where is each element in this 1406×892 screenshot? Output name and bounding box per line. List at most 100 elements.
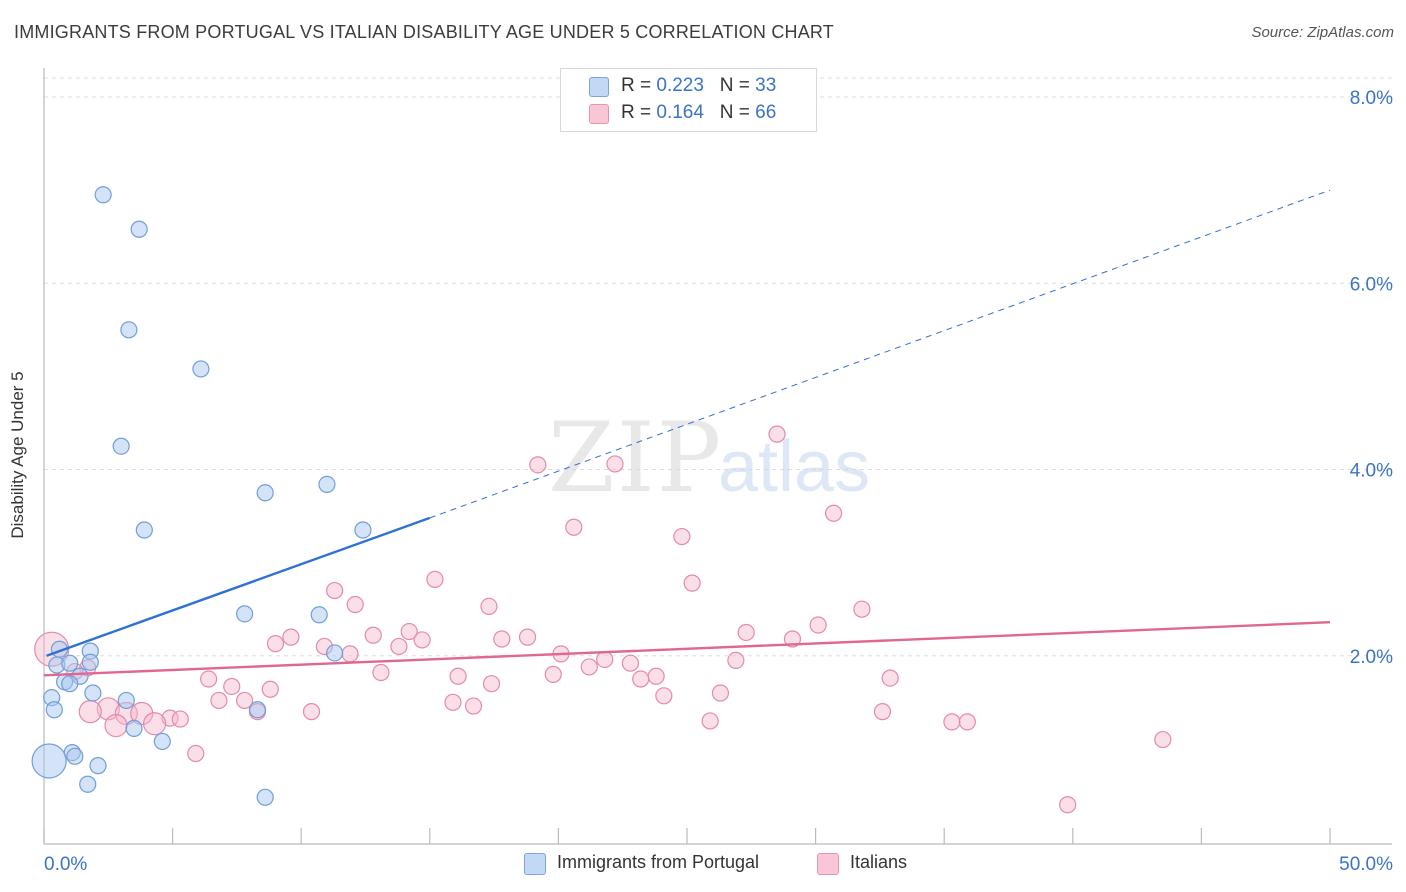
r-value: 0.223	[656, 75, 704, 96]
portugal-swatch	[589, 77, 609, 97]
axes	[43, 68, 1392, 845]
portugal-point	[135, 521, 153, 539]
italians-point	[223, 677, 241, 696]
portugal-point	[318, 475, 336, 493]
x-tick-label-max: 50.0%	[1339, 854, 1393, 875]
italians-point	[881, 669, 899, 687]
italians-point	[104, 713, 128, 738]
italians-points	[34, 425, 1172, 814]
italians-point	[958, 713, 976, 731]
italians-point	[683, 574, 701, 592]
italians-point	[711, 684, 730, 702]
y-tick-label: 6.0%	[1350, 274, 1393, 295]
x-tick-label-min: 0.0%	[44, 854, 87, 875]
x-tick-labels: 0.0% 50.0%	[44, 854, 1393, 875]
italians-point	[632, 670, 650, 688]
italians-point	[282, 628, 300, 646]
italians-point	[943, 713, 961, 731]
portugal-point	[61, 675, 79, 693]
portugal-point	[326, 644, 344, 662]
italians-point	[565, 518, 583, 536]
r-value: 0.164	[656, 102, 704, 123]
italians-point	[171, 710, 189, 728]
watermark-zip: ZIP	[548, 402, 723, 514]
italians-point	[480, 597, 498, 615]
italians-point	[372, 663, 390, 682]
portugal-point	[120, 321, 138, 339]
italians-point	[809, 616, 827, 634]
italians-point	[390, 637, 408, 656]
portugal-point	[125, 719, 143, 737]
y-tick-label: 8.0%	[1350, 88, 1393, 109]
portugal-point	[354, 521, 372, 539]
n-label: N =	[719, 102, 756, 123]
y-tick-labels: 2.0% 4.0% 6.0% 8.0%	[1350, 88, 1393, 668]
italians-point	[737, 623, 755, 642]
italians-trend-line	[43, 621, 1331, 677]
italians-point	[783, 630, 802, 648]
portugal-point	[310, 606, 328, 624]
y-tick-label: 2.0%	[1350, 647, 1393, 668]
italians-point	[647, 667, 665, 685]
portugal-point	[117, 691, 135, 710]
portugal-point	[112, 437, 130, 455]
portugal-point	[192, 360, 210, 378]
italians-point	[825, 504, 843, 522]
portugal-point	[45, 701, 63, 719]
italians-point	[400, 622, 418, 641]
portugal-trend-line	[46, 516, 431, 657]
portugal-point	[81, 653, 99, 671]
italians-point	[544, 665, 562, 683]
r-label: R =	[621, 75, 657, 96]
portugal-point	[31, 743, 67, 779]
series-legend: Immigrants from Portugal Italians	[0, 852, 1406, 878]
italians-point	[464, 697, 483, 715]
watermark: ZIP atlas	[548, 402, 870, 514]
n-label: N =	[719, 75, 756, 96]
portugal-trend-extension	[429, 189, 1331, 519]
portugal-point	[79, 775, 97, 793]
italians-point	[727, 651, 745, 670]
italians-point	[580, 658, 598, 676]
italians-point	[493, 630, 511, 648]
trend-lines	[43, 189, 1331, 677]
italians-point	[200, 670, 218, 688]
italians-point	[426, 570, 444, 588]
italians-point	[596, 650, 614, 669]
italians-point	[853, 600, 871, 618]
italians-point	[673, 527, 691, 546]
portugal-point	[256, 788, 274, 806]
italians-point	[236, 691, 254, 710]
italians-point	[261, 680, 279, 698]
italians-point	[210, 691, 228, 710]
chart-title: IMMIGRANTS FROM PORTUGAL VS ITALIAN DISA…	[14, 22, 835, 42]
italians-point	[444, 693, 462, 711]
portugal-point	[256, 484, 274, 502]
italians-point	[346, 595, 364, 614]
portugal-point	[66, 747, 84, 765]
italians-point	[266, 635, 285, 653]
watermark-atlas: atlas	[718, 427, 870, 507]
italians-swatch	[589, 104, 609, 124]
italians-point	[1059, 796, 1077, 814]
italians-legend-swatch	[817, 853, 839, 875]
italians-point	[1154, 730, 1172, 749]
portugal-point	[248, 701, 267, 719]
source-label: Source: ZipAtlas.com	[1251, 24, 1394, 41]
portugal-point	[130, 220, 148, 238]
italians-point	[413, 631, 431, 649]
italians-point	[529, 456, 547, 474]
legend-label-italians: Italians	[850, 852, 908, 872]
portugal-point	[94, 186, 112, 204]
italians-point	[130, 701, 154, 726]
italians-point	[518, 628, 537, 646]
italians-point	[341, 645, 359, 663]
italians-point	[187, 744, 205, 763]
italians-point	[142, 712, 167, 736]
italians-point	[326, 581, 344, 600]
y-axis-label: Disability Age Under 5	[8, 371, 27, 539]
portugal-points	[31, 186, 372, 806]
y-tick-label: 4.0%	[1350, 461, 1393, 482]
italians-point	[768, 425, 786, 443]
